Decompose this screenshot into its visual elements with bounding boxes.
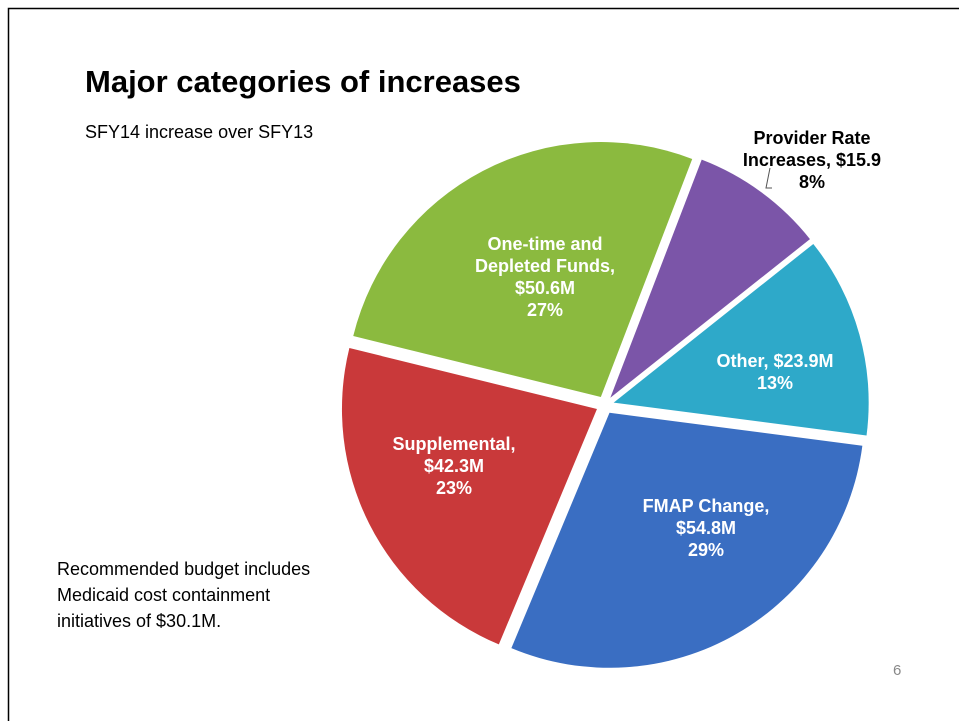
percent-label: 29% (687, 540, 725, 560)
pie-slice (511, 412, 863, 668)
value-label: $54.8M (675, 518, 737, 538)
pie-slice (353, 142, 693, 398)
note-line: Medicaid cost containment (57, 585, 271, 605)
category-label: One-time and Depleted Funds, (474, 234, 615, 276)
slice-label: Supplemental, $42.3M 23% (379, 433, 529, 499)
value-label: $50.6M (514, 278, 576, 298)
pie (341, 142, 869, 668)
pie-slice (610, 159, 810, 398)
note-line: Recommended budget includes (57, 559, 311, 579)
percent-label: 13% (756, 373, 794, 393)
note-line: initiatives of $30.1M. (57, 611, 222, 631)
percent-label: 27% (526, 300, 564, 320)
pie-slice (341, 348, 597, 645)
pie-slice (613, 243, 869, 436)
value-label: $42.3M (423, 456, 485, 476)
slice-label: Provider Rate Increases, $15.9 8% (742, 127, 882, 193)
slice-label: One-time and Depleted Funds, $50.6M 27% (460, 233, 630, 321)
slide-frame (7, 7, 959, 721)
value-label: $23.9M (773, 351, 834, 371)
percent-label: 23% (435, 478, 473, 498)
slice-label: Other, $23.9M 13% (685, 350, 865, 394)
subtitle: SFY14 increase over SFY13 (85, 122, 314, 142)
category-label: FMAP Change, (642, 496, 770, 516)
note: Recommended budget includes Medicaid cos… (57, 556, 310, 634)
leader-line (765, 167, 772, 189)
category-label: Supplemental, (392, 434, 516, 454)
category-label: Provider Rate Increases, (742, 128, 871, 170)
category-label: Other, (716, 351, 769, 371)
title: Major categories of increases (85, 64, 521, 99)
percent-label: 8% (798, 172, 825, 192)
value-label: $15.9 (836, 150, 882, 170)
slice-label: FMAP Change, $54.8M 29% (621, 495, 791, 561)
page-number: 6 (893, 662, 902, 679)
